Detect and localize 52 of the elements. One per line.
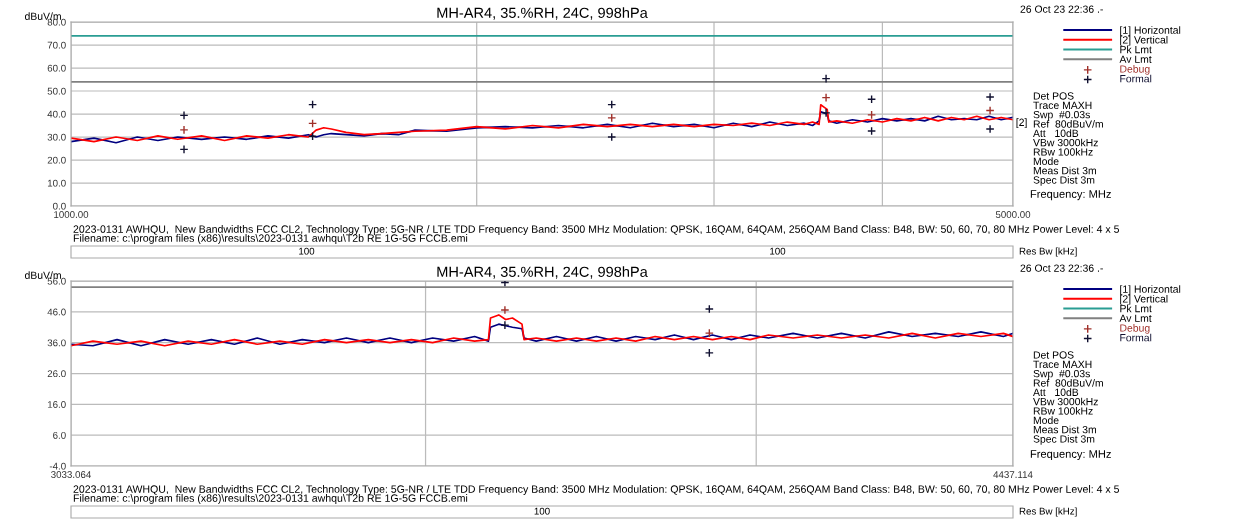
y-tick-label: 10.0: [47, 179, 66, 187]
x-tick-label: 4437.114: [993, 471, 1033, 478]
x-tick-label: 3033.064: [51, 471, 91, 478]
text: Formal: [1120, 333, 1152, 342]
text: Det POS Trace MAXH Swp #0.03s Ref 80dBuV/m Att 10dB VBw 3000kHz RBw 100kHz Mode Meas Dist 3m Spec Dist 3m: [1033, 92, 1103, 186]
legend-label: Av Lmt: [1119, 55, 1152, 63]
y-tick-label: 36.0: [47, 339, 66, 347]
legend-label: [2] Vertical: [1120, 294, 1168, 305]
legend-label: [2] Vertical: [1120, 35, 1168, 46]
text: 100: [299, 247, 315, 255]
y-tick-label: 16.0: [47, 401, 66, 408]
y-tick-label: -4.0: [49, 462, 66, 470]
text: Debug: [1120, 65, 1150, 75]
legend-label: Pk Lmt: [1120, 304, 1152, 313]
y-tick-label: 20.0: [47, 156, 66, 164]
y-tick-label: 80.0: [47, 18, 66, 26]
text: Debug: [1120, 324, 1150, 334]
text: 2023-0131 AWHQU, New Bandwidths FCC CL2, Technology Type: 5G-NR / LTE TDD Frequency Band: 3500 MHz Modulation: QPSK, 16QAM, 64QAM, 256QAM Band Class: B48, BW: 50, 60, 70, 80 MHz Power Level: 4 x 5: [73, 485, 1120, 495]
text: 100: [534, 507, 550, 515]
text: Det POS Trace MAXH Swp #0.03s Ref 80dBuV/m Att 10dB VBw 3000kHz RBw 100kHz Mode Meas Dist 3m Spec Dist 3m: [1033, 351, 1103, 445]
x-tick-label: 5000.00: [995, 211, 1031, 218]
legend-label: Av Lmt: [1119, 314, 1152, 322]
y-tick-label: 60.0: [47, 64, 66, 72]
x-axis-title: Frequency: MHz: [1030, 450, 1111, 461]
text: Res Bw [kHz]: [1019, 507, 1077, 517]
x-tick-label: 1000.00: [54, 211, 89, 218]
y-tick-label: 40.0: [47, 110, 66, 118]
x-axis-title: Frequency: MHz: [1030, 190, 1111, 201]
y-tick-label: 46.0: [47, 308, 66, 316]
text: Filename: c:\program files (x86)\results\2023-0131 awhqu\T2b RE 1G-5G FCCB.emi: [73, 494, 468, 504]
legend-label: [1] Horizontal: [1120, 285, 1181, 295]
text: Res Bw [kHz]: [1019, 247, 1077, 257]
chart-title: MH-AR4, 35.%RH, 24C, 998hPa: [437, 266, 648, 279]
y-tick-label: 0.0: [53, 202, 66, 210]
y-tick-label: 70.0: [47, 41, 66, 49]
text: Formal: [1120, 74, 1152, 83]
text: 26 Oct 23 22:36 .-: [1020, 5, 1103, 13]
chart-title: MH-AR4, 35.%RH, 24C, 998hPa: [437, 7, 648, 20]
legend-label: [1] Horizontal: [1120, 26, 1181, 36]
y-tick-label: 56.0: [47, 277, 66, 285]
annotation: [2]: [1016, 118, 1027, 129]
text: Filename: c:\program files (x86)\results\2023-0131 awhqu\T2b RE 1G-5G FCCB.emi: [73, 234, 468, 244]
y-tick-label: 50.0: [47, 87, 66, 95]
legend-label: Pk Lmt: [1120, 45, 1152, 54]
y-axis-title: dBuV/m: [24, 12, 61, 20]
text: 100: [770, 247, 786, 255]
text: 2023-0131 AWHQU, New Bandwidths FCC CL2, Technology Type: 5G-NR / LTE TDD Frequency Band: 3500 MHz Modulation: QPSK, 16QAM, 64QAM, 256QAM Band Class: B48, BW: 50, 60, 70, 80 MHz Power Level: 4 x 5: [73, 225, 1120, 235]
y-axis-title: dBuV/m: [24, 271, 61, 279]
y-tick-label: 6.0: [53, 431, 66, 439]
y-tick-label: 26.0: [47, 370, 66, 378]
text: 26 Oct 23 22:36 .-: [1020, 264, 1103, 272]
y-tick-label: 30.0: [47, 133, 66, 141]
